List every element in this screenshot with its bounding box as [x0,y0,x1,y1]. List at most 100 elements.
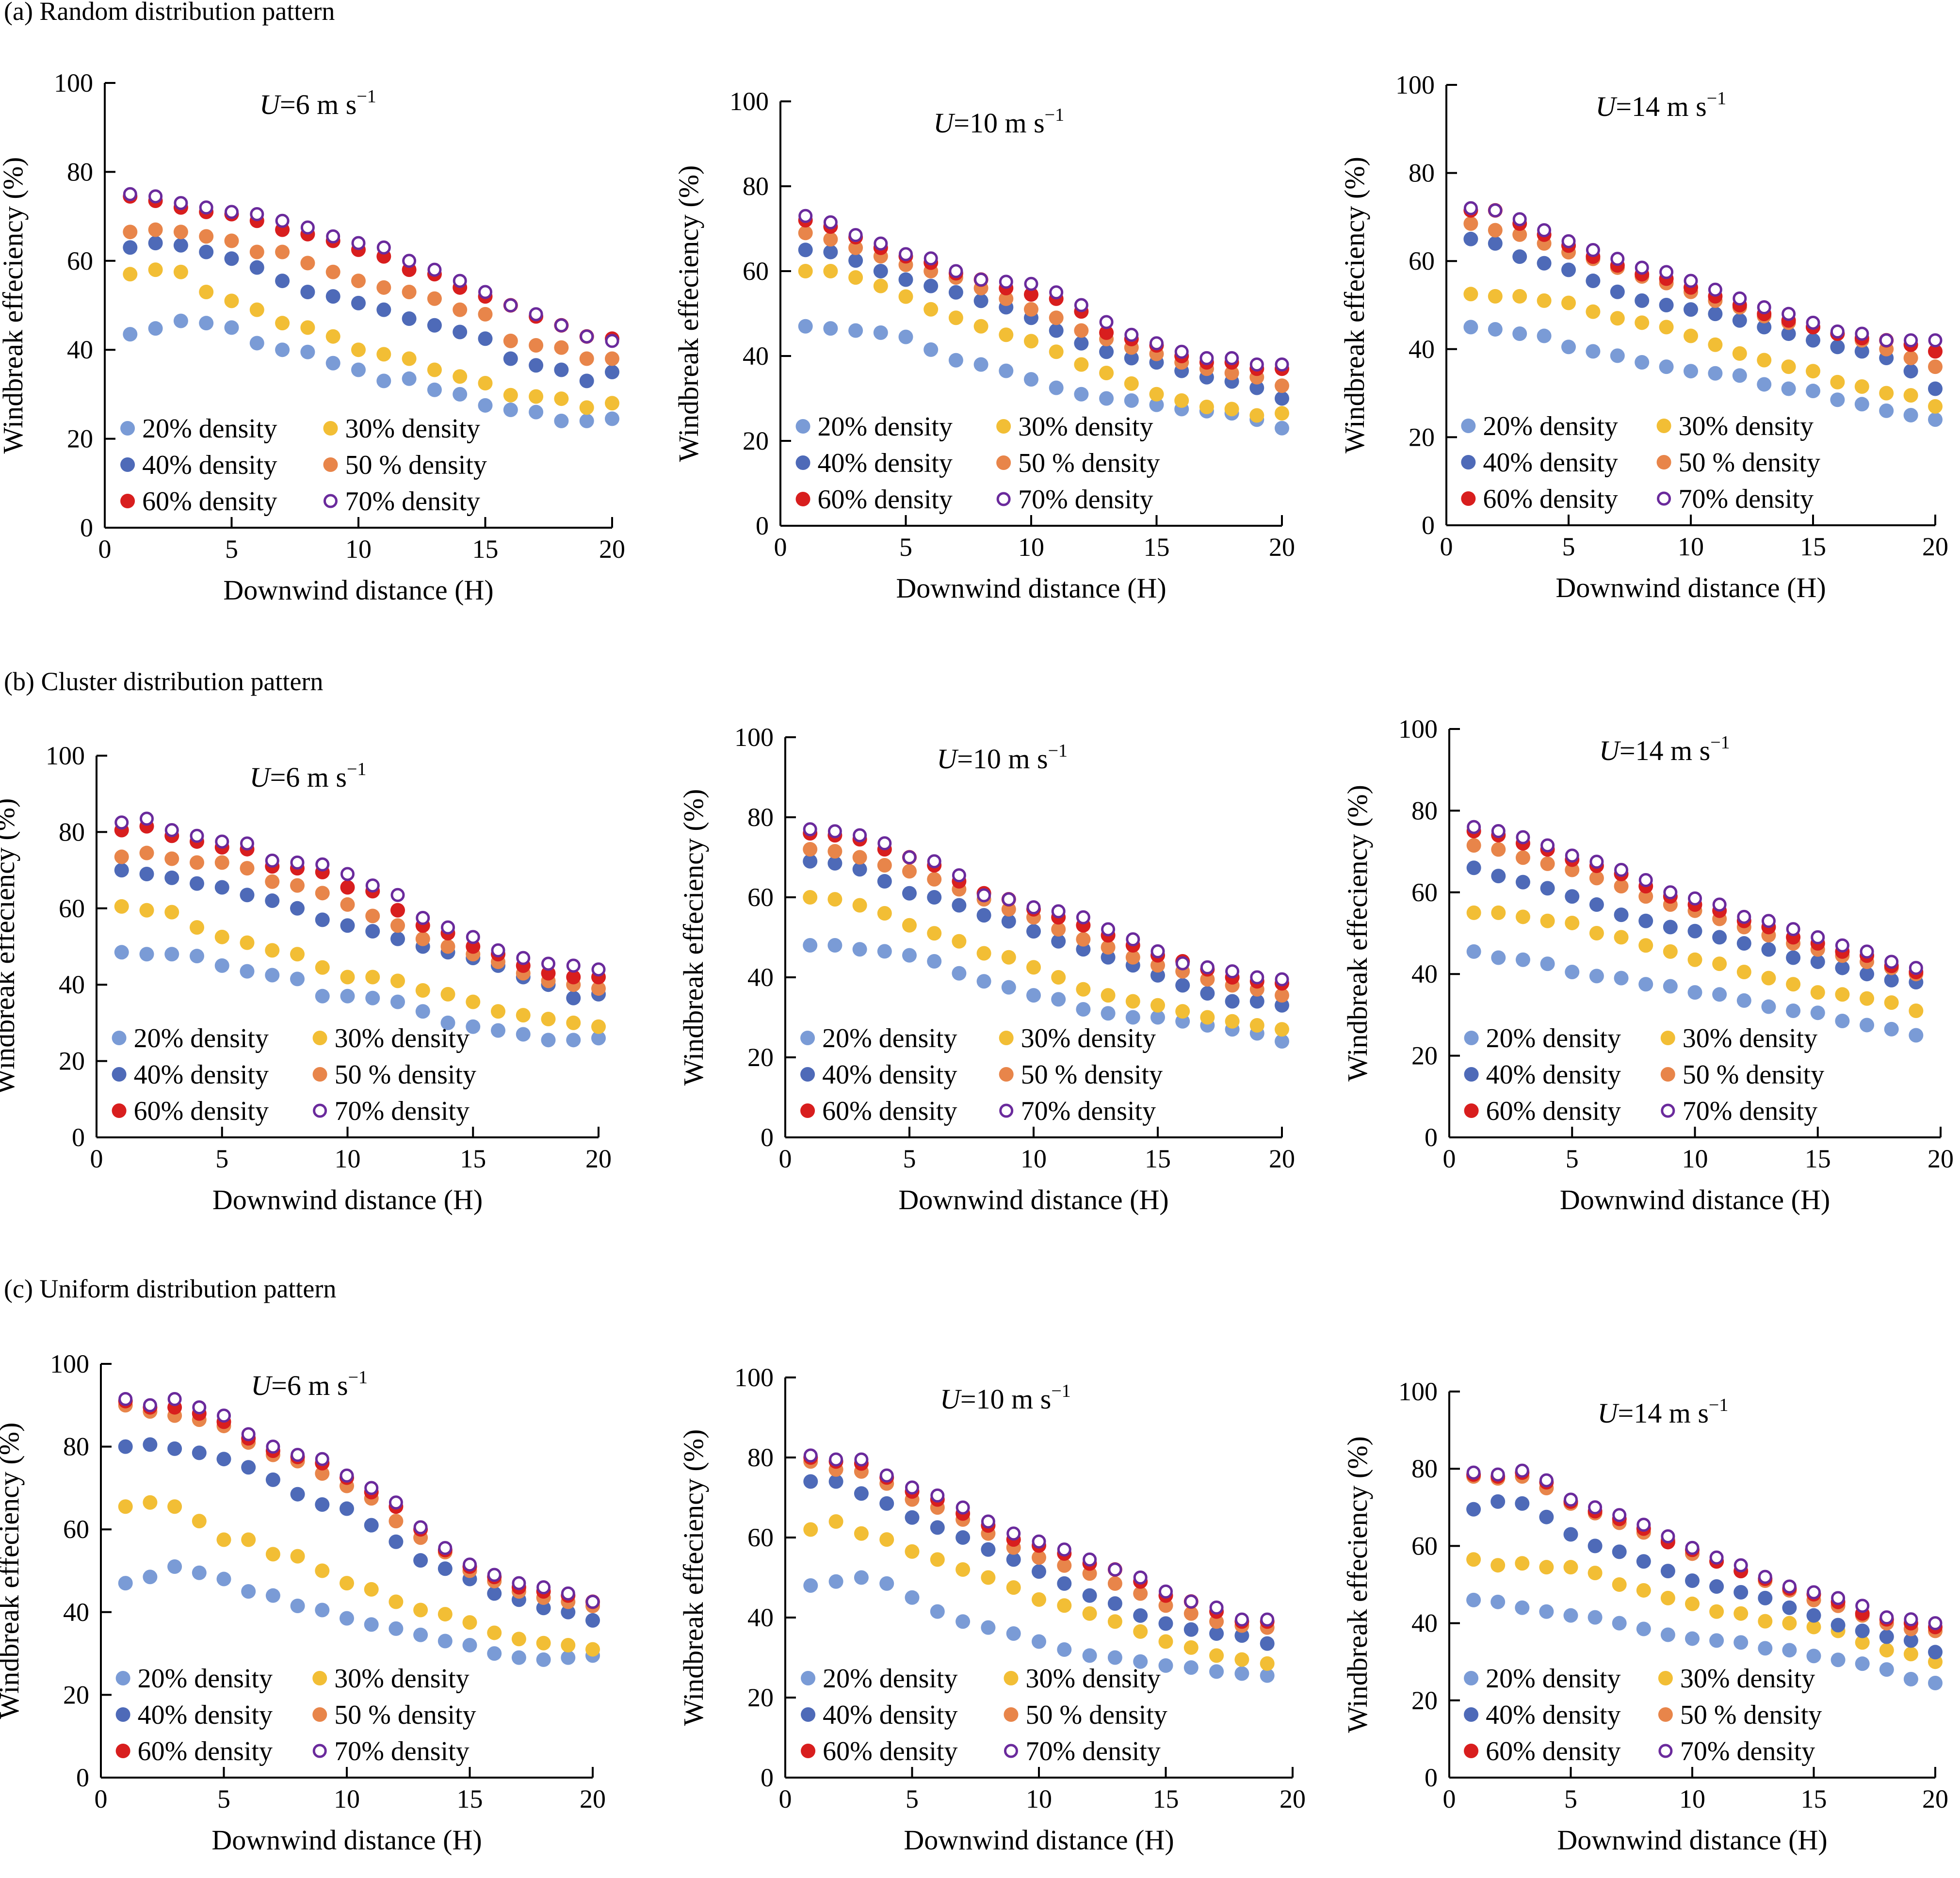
data-point-20pct [1903,1672,1918,1687]
data-point-30pct [1806,1619,1821,1635]
data-point-70pct [1904,1612,1918,1627]
y-tick-label: 40 [747,963,774,992]
data-point-30pct [1687,952,1702,967]
data-point-50pct [1275,988,1289,1003]
data-point-40pct [1612,1544,1627,1559]
legend-marker [1461,491,1476,506]
data-point-20pct [315,988,330,1004]
data-point-70pct [413,1520,428,1535]
x-tick-label: 0 [774,533,787,562]
data-point-20pct [143,1570,158,1585]
data-point-30pct [190,920,204,935]
data-point-40pct [1709,1579,1724,1594]
data-point-70pct [1786,922,1800,937]
x-tick-label: 10 [1026,1784,1052,1813]
legend-marker [1464,1744,1479,1758]
y-tick-label: 80 [63,1432,89,1461]
data-point-70pct [1024,276,1038,291]
data-point-70pct [364,1481,379,1495]
legend-label: 60% density [1486,1736,1620,1766]
legend-label: 40% density [1486,1060,1621,1090]
data-point-40pct [1158,1616,1173,1631]
legend-label: 50 % density [1021,1060,1163,1090]
y-tick-label: 100 [729,87,769,116]
legend-marker [1658,1707,1673,1722]
data-point-40pct [1806,1608,1821,1623]
data-point-20pct [340,988,355,1004]
data-point-70pct [1083,1552,1097,1567]
wind-speed-label: U=10 m s−1 [937,741,1068,775]
data-point-30pct [877,906,892,921]
data-point-50pct [1638,889,1653,904]
legend-label: 50 % density [1680,1700,1822,1730]
data-point-70pct [402,254,417,268]
data-point-70pct [487,1568,502,1582]
data-point-20pct [1761,999,1776,1014]
data-point-30pct [1074,357,1089,372]
data-point-20pct [541,1033,556,1048]
data-point-50pct [1001,902,1016,917]
y-axis-title: Windbreak effeciency (%) [1339,157,1370,453]
data-point-30pct [365,970,380,985]
legend-label: 60% density [1486,1096,1621,1126]
legend-marker [800,1031,815,1045]
legend-marker [999,1031,1014,1045]
data-point-20pct [1107,1650,1122,1665]
x-tick-label: 0 [779,1144,792,1173]
data-point-20pct [1183,1660,1199,1675]
legend-marker [1661,1103,1675,1118]
data-point-50pct [1928,359,1943,374]
legend-marker [1004,1671,1019,1685]
legend-marker [312,1744,327,1758]
data-point-30pct [1782,1616,1797,1631]
legend-marker [795,419,810,434]
data-point-40pct [905,1510,920,1525]
legend-label: 40% density [138,1700,273,1730]
x-tick-label: 0 [90,1144,103,1173]
data-point-70pct [1709,1550,1724,1565]
data-point-40pct [1539,1509,1554,1524]
data-point-40pct [413,1553,428,1568]
legend-label: 60% density [1483,484,1618,514]
data-point-30pct [1260,1656,1275,1671]
data-point-70pct [1638,873,1653,888]
data-point-20pct [466,1019,481,1034]
data-point-20pct [1709,1633,1724,1648]
data-point-20pct [340,1611,354,1626]
data-point-40pct [340,1501,354,1516]
data-point-70pct [1234,1612,1249,1627]
data-point-20pct [1024,372,1038,387]
legend-marker [1657,491,1671,506]
data-point-40pct [927,890,942,905]
data-point-20pct [123,327,138,342]
data-point-30pct [823,264,838,278]
x-axis-title: Downwind distance (H) [211,1824,482,1856]
y-tick-label: 100 [734,1363,774,1392]
data-point-50pct [1224,366,1239,380]
data-point-70pct [1884,955,1899,969]
data-point-40pct [1540,881,1555,896]
data-point-50pct [1076,932,1091,947]
data-point-20pct [554,413,569,428]
data-point-20pct [1051,992,1066,1007]
data-point-50pct [529,338,544,353]
data-point-50pct [402,284,417,299]
data-point-30pct [1099,366,1114,380]
data-point-40pct [823,244,838,259]
data-point-50pct [123,225,138,240]
y-tick-label: 20 [1409,422,1435,452]
data-point-20pct [1082,1648,1097,1663]
data-point-20pct [1158,1658,1173,1673]
data-point-40pct [1133,1608,1148,1623]
data-point-40pct [1515,874,1530,890]
data-point-70pct [1076,910,1090,924]
y-tick-label: 20 [743,426,769,455]
data-point-50pct [315,886,330,901]
wind-speed-label: U=14 m s−1 [1599,732,1730,766]
data-point-70pct [167,1392,182,1407]
data-point-30pct [240,935,255,950]
data-point-70pct [529,307,543,322]
data-point-30pct [1149,387,1164,402]
data-point-20pct [440,1015,455,1030]
x-tick-label: 10 [334,1784,360,1813]
